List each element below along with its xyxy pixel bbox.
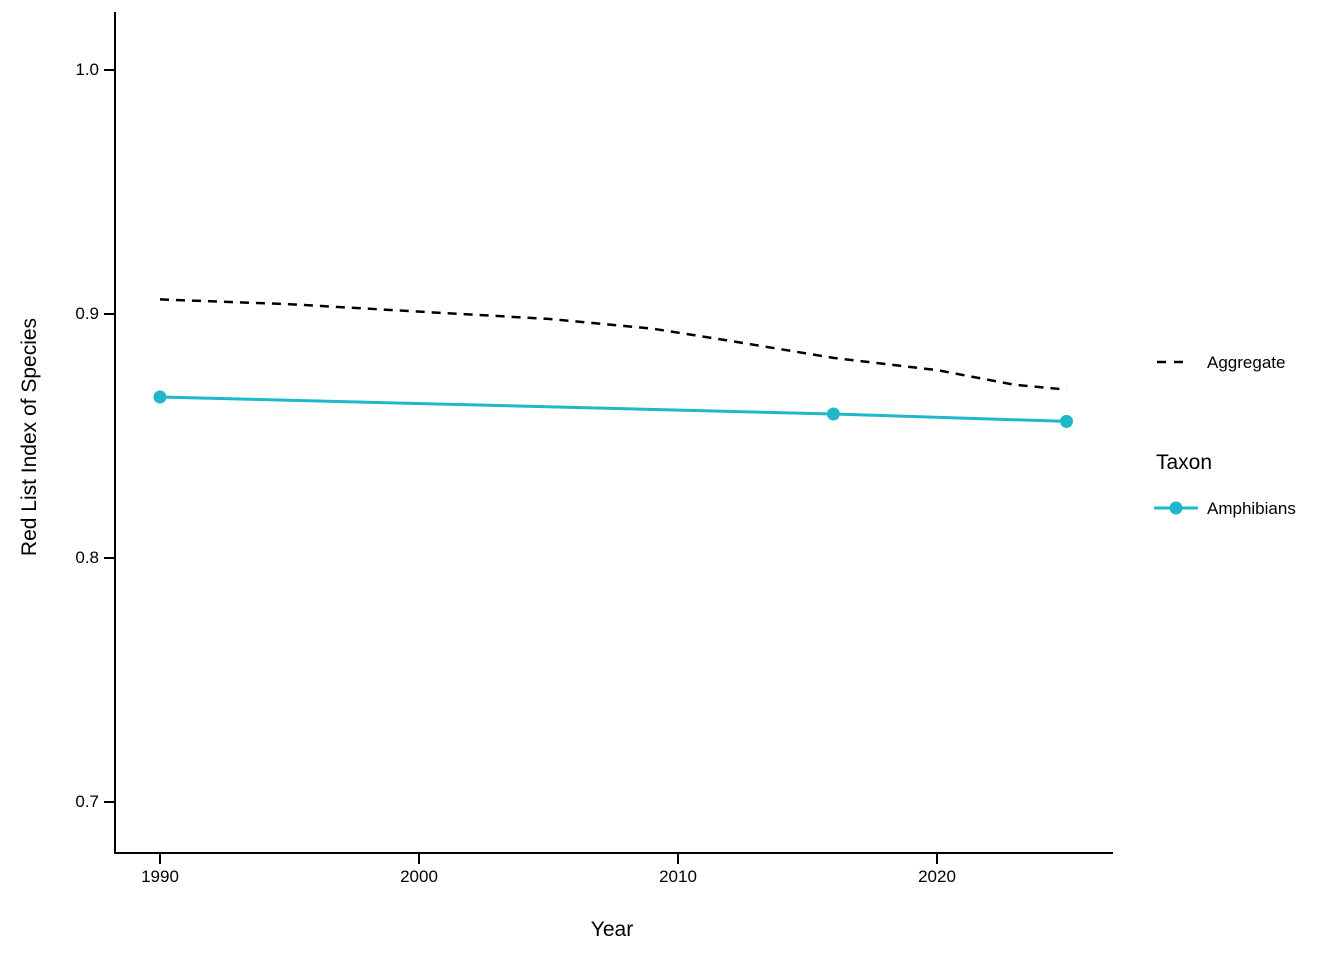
y-axis-title: Red List Index of Species: [18, 317, 41, 557]
y-tick-label: 0.7: [75, 792, 99, 811]
series-point-amphibians: [1060, 414, 1073, 428]
legend-amphibians-point-icon: [1169, 501, 1183, 515]
y-tick-label: 0.9: [75, 304, 99, 323]
legend-taxon-title: Taxon: [1156, 451, 1213, 474]
y-tick-label: 1.0: [75, 60, 99, 79]
x-tick-label: 1990: [141, 867, 179, 886]
series-point-amphibians: [153, 390, 167, 404]
y-tick-label: 0.8: [75, 548, 99, 567]
series-line-aggregate: [159, 298, 1067, 391]
x-axis-title: Year: [590, 918, 634, 941]
x-tick-label: 2000: [400, 867, 438, 886]
series-line-amphibians: [159, 395, 1067, 423]
legend-amphibians-label: Amphibians: [1207, 499, 1296, 518]
legend-aggregate-label: Aggregate: [1207, 353, 1286, 372]
series-point-amphibians: [826, 407, 840, 421]
x-tick-label: 2020: [918, 867, 956, 886]
x-tick-label: 2010: [659, 867, 697, 886]
